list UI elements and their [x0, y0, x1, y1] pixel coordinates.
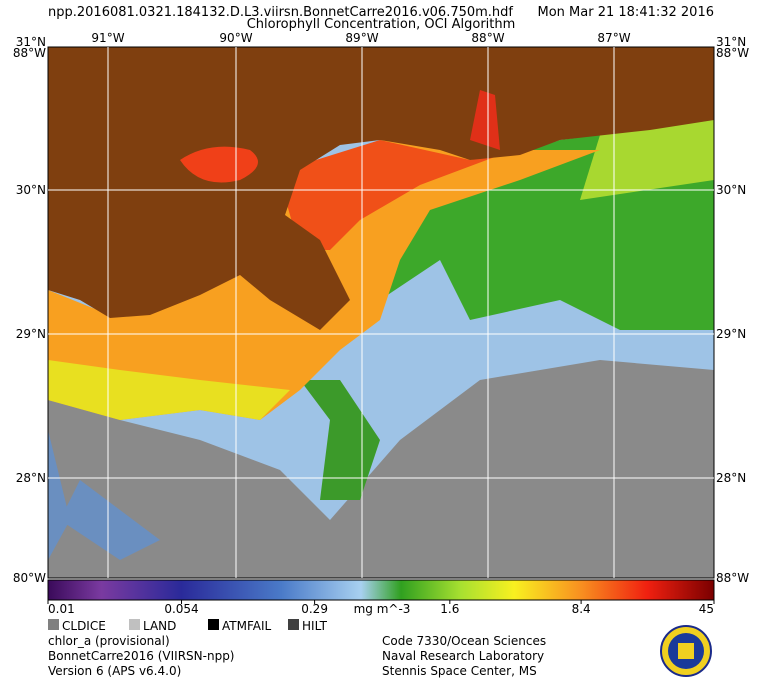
corner-label: 31°N	[16, 35, 46, 49]
corner-label: 31°N	[716, 35, 746, 49]
corner-label: 88°W	[716, 571, 749, 585]
colorbar-tick-label: 0.29	[301, 602, 328, 616]
legend-label: LAND	[143, 619, 176, 633]
lon-label: 88°W	[471, 31, 504, 45]
title: Chlorophyll Concentration, OCI Algorithm	[247, 17, 516, 32]
colorbar-tick-label: 45	[699, 602, 714, 616]
lat-label: 29°N	[716, 327, 746, 341]
footer-left: BonnetCarre2016 (VIIRSN-npp)	[48, 649, 235, 663]
lat-label: 29°N	[16, 327, 46, 341]
legend-swatch	[48, 619, 59, 630]
lon-label: 89°W	[345, 31, 378, 45]
colorbar-tick-label: 0.01	[48, 602, 75, 616]
land	[48, 47, 714, 330]
corner-label: 88°W	[13, 46, 46, 60]
lat-label: 28°N	[716, 471, 746, 485]
footer-left: chlor_a (provisional)	[48, 634, 170, 648]
lat-label: 30°N	[16, 183, 46, 197]
lon-label: 87°W	[597, 31, 630, 45]
footer-right: Naval Research Laboratory	[382, 649, 544, 663]
lon-label: 91°W	[91, 31, 124, 45]
legend-swatch	[129, 619, 140, 630]
filename: npp.2016081.0321.184132.D.L3.viirsn.Bonn…	[48, 5, 513, 20]
graticule	[48, 47, 714, 578]
water-green-patch	[300, 380, 380, 500]
legend: CLDICE LAND ATMFAIL HILT	[48, 619, 328, 633]
lat-label: 28°N	[16, 471, 46, 485]
colorbar-unit: mg m^-3	[354, 602, 411, 616]
map-frame	[47, 46, 715, 579]
footer-right: Code 7330/Ocean Sciences	[382, 634, 546, 648]
footer-right: Stennis Space Center, MS	[382, 664, 537, 678]
footer-left: Version 6 (APS v6.4.0)	[48, 664, 181, 678]
corner-label: 88°W	[716, 46, 749, 60]
corner-label: 80°W	[13, 571, 46, 585]
legend-label: CLDICE	[62, 619, 106, 633]
water-blue-dark	[48, 430, 160, 560]
map	[48, 47, 714, 578]
legend-label: HILT	[302, 619, 328, 633]
legend-swatch	[208, 619, 219, 630]
bay	[470, 90, 500, 150]
colorbar-tick-label: 0.054	[164, 602, 198, 616]
lon-label: 90°W	[219, 31, 252, 45]
water-red	[280, 140, 500, 250]
lat-label: 30°N	[716, 183, 746, 197]
logo	[660, 625, 712, 677]
colorbar-tick-label: 1.6	[440, 602, 459, 616]
legend-swatch	[288, 619, 299, 630]
colorbar	[47, 579, 715, 601]
colorbar-tick-label: 8.4	[572, 602, 591, 616]
legend-label: ATMFAIL	[222, 619, 272, 633]
datetime: Mon Mar 21 18:41:32 2016	[538, 5, 714, 20]
lake	[180, 146, 258, 183]
